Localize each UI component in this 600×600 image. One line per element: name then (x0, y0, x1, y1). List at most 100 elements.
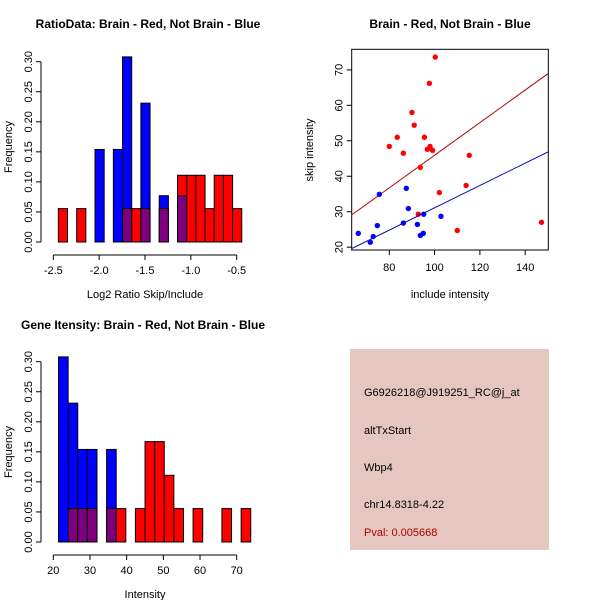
y-axis-label: Frequency (3, 426, 15, 478)
histogram-bar-brain (76, 208, 87, 243)
x-tick-label: 120 (471, 262, 489, 274)
y-tick-label: 0.15 (23, 441, 35, 462)
histogram-bar-brain (232, 208, 243, 243)
histogram-bar-overlap (177, 195, 188, 243)
x-tick-label: 100 (425, 262, 443, 274)
histogram-bar-brain (163, 474, 175, 543)
info-panel: G6926218@J919251_RC@j_at altTxStart Wbp4… (350, 349, 549, 550)
chart-title: RatioData: Brain - Red, Not Brain - Blue (36, 17, 261, 31)
y-tick-label: 40 (334, 170, 346, 182)
gene-name: Wbp4 (364, 462, 393, 474)
histogram-bar-brain (213, 174, 224, 243)
x-tick-label: 60 (194, 565, 206, 577)
histogram-bar-brain (173, 508, 184, 543)
scatter-point-not-brain (376, 191, 383, 198)
y-tick-label: 0.00 (23, 231, 35, 252)
histogram-bar-overlap (77, 508, 88, 543)
x-axis-label: Intensity (125, 589, 166, 600)
y-tick-label: 70 (334, 64, 346, 76)
scatter-point-brain (538, 219, 545, 226)
x-tick-label: 140 (516, 262, 534, 274)
histogram-bar-brain (186, 174, 197, 243)
histogram-bar-brain (134, 508, 146, 543)
x-tick-label: 40 (121, 565, 133, 577)
ratio-histogram: 0.00 0.05 0.10 0.15 0.20 0.25 0.30 -2.5 -2.0 -1.5… (3, 17, 261, 301)
scatter-point-brain (411, 122, 417, 128)
x-tick-label: -2.5 (44, 265, 63, 277)
y-axis-label: Frequency (3, 121, 15, 173)
y-tick-label: 60 (334, 99, 346, 111)
histogram-bar-brain (57, 208, 69, 243)
histogram-bar-brain (221, 508, 233, 543)
histogram-bar-brain (115, 508, 127, 543)
histogram-bar-not-brain (112, 148, 124, 243)
histogram-bar-overlap (106, 508, 117, 543)
y-axis-label: skip intensity (304, 118, 316, 181)
x-tick-label: 30 (84, 565, 96, 577)
scatter-point-brain (386, 143, 392, 150)
scatter-point-brain (417, 164, 424, 171)
chart-title: Gene Itensity: Brain - Red, Not Brain - … (21, 318, 265, 332)
scatter-point-not-brain (374, 222, 380, 229)
y-tick-label: 0.25 (23, 81, 35, 102)
y-tick-label: 0.30 (23, 351, 35, 372)
y-tick-label: 0.20 (23, 111, 35, 132)
probe-id: G6926218@J919251_RC@j_at (364, 387, 520, 399)
x-tick-label: -1.0 (181, 265, 200, 277)
scatter-point-brain (394, 134, 400, 140)
scatter-point-brain (454, 227, 460, 234)
x-tick-label: 20 (47, 565, 59, 577)
info-panel-background (350, 349, 549, 550)
x-axis-label: Log2 Ratio Skip/Include (87, 289, 203, 301)
x-tick-label: 50 (157, 565, 169, 577)
histogram-bar-brain (144, 441, 156, 543)
histogram-bar-not-brain (58, 356, 69, 543)
scatter-point-not-brain (421, 211, 427, 217)
y-tick-label: 0.05 (23, 501, 35, 522)
scatter-point-not-brain (438, 213, 444, 220)
scatter-point-not-brain (367, 239, 373, 245)
scatter-point-brain (421, 134, 428, 140)
scatter-point-brain (424, 146, 431, 152)
histogram-bar-brain (154, 441, 165, 543)
y-tick-label: 0.00 (23, 531, 35, 552)
histogram-bar-overlap (140, 208, 151, 243)
histogram-bar-overlap (122, 208, 133, 243)
event-type: altTxStart (364, 425, 411, 437)
histogram-bar-overlap (86, 508, 98, 543)
y-tick-label: 0.15 (23, 141, 35, 162)
y-tick-label: 30 (334, 206, 346, 218)
regression-line-not-brain (351, 151, 549, 250)
histogram-bar-not-brain (94, 148, 105, 243)
scatter-point-not-brain (370, 233, 376, 240)
y-tick-label: 0.05 (23, 201, 35, 222)
scatter-point-brain (409, 109, 415, 116)
scatter-point-brain (426, 80, 433, 87)
scatter-point-brain (463, 182, 469, 189)
scatter-point-not-brain (403, 185, 409, 192)
scatter-point-not-brain (414, 221, 421, 228)
scatter-point-not-brain (355, 230, 361, 237)
y-tick-label: 0.25 (23, 381, 35, 402)
histogram-bar-overlap (67, 508, 79, 543)
y-tick-label: 0.30 (23, 51, 35, 72)
histogram-bar-brain (240, 508, 252, 543)
x-axis-label: include intensity (411, 289, 490, 301)
y-tick-label: 0.20 (23, 411, 35, 432)
gene-intensity-histogram: 0.00 0.05 0.10 0.15 0.20 0.25 0.30 20 30 40 50 60 70… (3, 318, 265, 600)
histogram-bar-brain (204, 208, 215, 243)
scatter-point-brain (429, 147, 436, 154)
scatter-point-brain (466, 152, 472, 159)
pval: Pval: 0.005668 (364, 527, 437, 539)
y-tick-label: 0.10 (23, 471, 35, 492)
histogram-bar-brain (195, 174, 206, 243)
scatter-point-brain (432, 54, 438, 60)
x-tick-label: 70 (231, 565, 243, 577)
plot-frame (351, 48, 549, 251)
scatter-point-not-brain (405, 205, 412, 212)
x-tick-label: -0.5 (227, 265, 246, 277)
histogram-bar-brain (222, 174, 234, 243)
genomic-location: chr14.8318-4.22 (364, 499, 444, 511)
